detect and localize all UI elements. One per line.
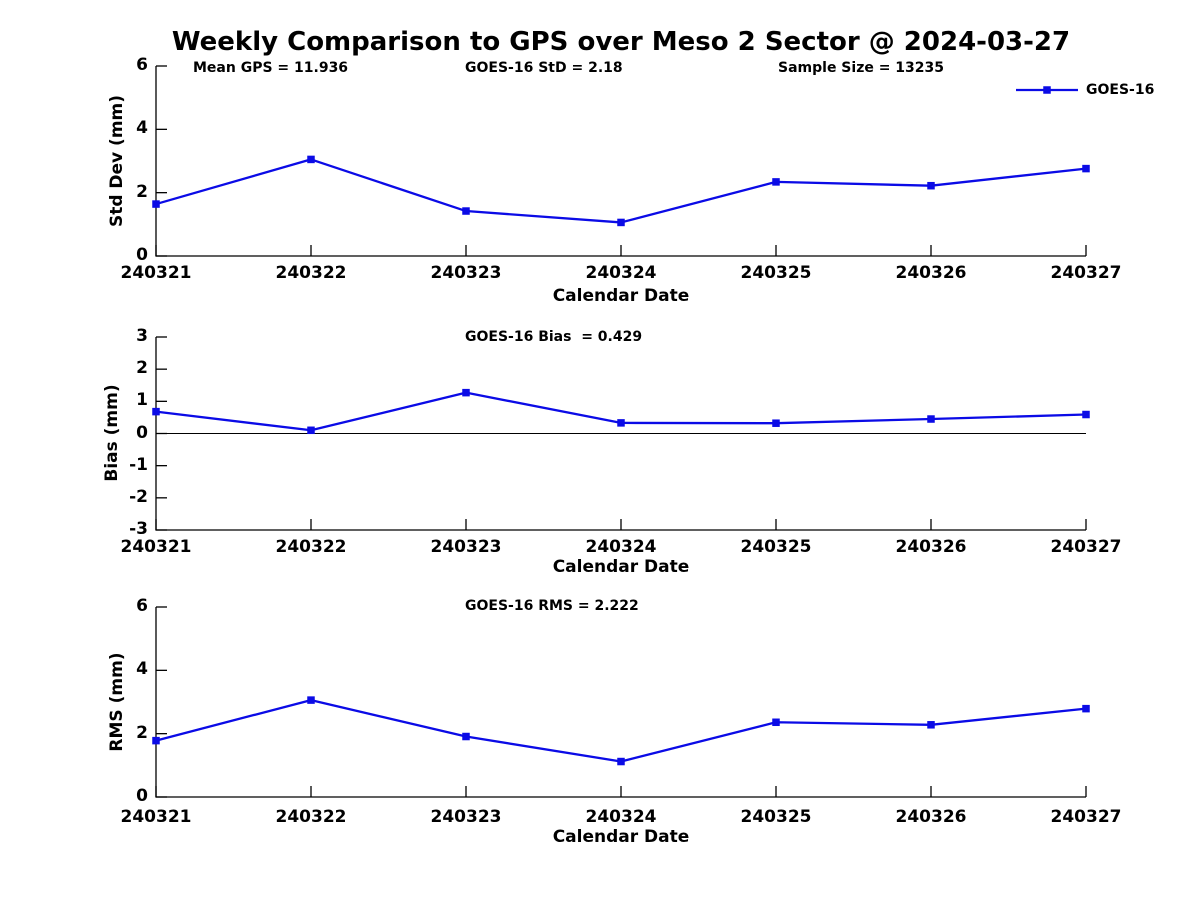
annotation-mean-gps: Mean GPS = 11.936 [193,60,349,76]
std-dev-data-marker-240327 [1082,164,1090,173]
std-dev-x-tick-label-240323: 240323 [430,263,502,283]
bias-x-tick-label-240324: 240324 [585,537,657,557]
rms-x-tick-label-240324: 240324 [585,807,657,827]
stddev-y-axis-label: Std Dev (mm) [107,94,128,228]
bias-data-marker-240325 [772,419,780,427]
std-dev-axis [155,66,1086,257]
rms-data-marker-240327 [1082,704,1090,713]
std-dev-data-marker-240322 [307,155,315,164]
bias-y-tick-label-2: 2 [136,358,148,379]
rms-data-marker-240322 [307,696,315,704]
legend-label-goes16: GOES-16 [1086,82,1155,98]
bias-y-tick-label--2: -2 [129,486,148,507]
annotation-sample-size: Sample Size = 13235 [778,60,945,76]
rms-data-marker-240323 [462,732,470,741]
rms-y-tick-label-4: 4 [136,659,148,680]
std-dev-x-tick-label-240324: 240324 [585,263,657,283]
std-dev-x-tick-label-240326: 240326 [895,263,967,283]
bias-x-axis-label: Calendar Date [552,557,690,577]
annotation-goes16-std: GOES-16 StD = 2.18 [465,60,623,76]
rms-data-marker-240324 [617,757,625,766]
std-dev-data-marker-240324 [617,218,625,227]
std-dev-x-tick-label-240327: 240327 [1050,263,1122,283]
annotation-goes16-bias: GOES-16 Bias = 0.429 [465,329,643,345]
bias-y-tick-label--3: -3 [129,519,148,540]
bias-x-tick-label-240322: 240322 [275,537,347,557]
bias-y-tick-label-0: 0 [136,422,148,443]
rms-y-axis-label: RMS (mm) [107,652,128,752]
rms-x-tick-label-240326: 240326 [895,807,967,827]
rms-x-tick-label-240325: 240325 [740,807,812,827]
std-dev-y-tick-label-6: 6 [136,55,148,76]
figure-title: Weekly Comparison to GPS over Meso 2 Sec… [171,27,1071,57]
stddev-x-axis-label: Calendar Date [552,286,690,306]
rms-data-marker-240326 [927,721,935,729]
std-dev-y-tick-label-0: 0 [136,245,148,266]
bias-x-tick-label-240323: 240323 [430,537,502,557]
std-dev-data-marker-240326 [927,181,935,190]
rms-y-tick-label-0: 0 [136,786,148,807]
bias-data-marker-240322 [307,426,315,435]
std-dev-data-marker-240323 [462,207,470,215]
std-dev-x-tick-label-240321: 240321 [120,263,192,283]
bias-y-tick-label--1: -1 [129,454,148,475]
rms-y-tick-label-2: 2 [136,722,148,743]
std-dev-y-tick-label-2: 2 [136,181,148,202]
bias-y-tick-label-1: 1 [136,390,148,411]
std-dev-x-tick-label-240325: 240325 [740,263,812,283]
rms-data-marker-240325 [772,718,780,727]
bias-x-tick-label-240325: 240325 [740,537,812,557]
bias-y-tick-label-3: 3 [136,326,148,347]
bias-data-marker-240327 [1082,410,1090,419]
rms-y-tick-label-6: 6 [136,596,148,617]
std-dev-data-marker-240325 [772,178,780,186]
bias-x-tick-label-240327: 240327 [1050,537,1122,557]
rms-x-tick-label-240322: 240322 [275,807,347,827]
bias-x-tick-label-240321: 240321 [120,537,192,557]
bias-data-marker-240324 [617,419,625,427]
rms-x-tick-label-240327: 240327 [1050,807,1122,827]
std-dev-data-marker-240321 [152,200,160,208]
std-dev-x-tick-label-240322: 240322 [275,263,347,283]
bias-data-marker-240323 [462,388,470,397]
rms-axis [155,607,1086,798]
rms-series-line [155,698,1087,763]
std-dev-y-tick-label-4: 4 [136,118,148,139]
rms-x-axis-label: Calendar Date [552,827,690,847]
annotation-goes16-rms: GOES-16 RMS = 2.222 [465,598,639,614]
bias-y-axis-label: Bias (mm) [102,384,123,482]
bias-x-tick-label-240326: 240326 [895,537,967,557]
legend-marker-goes16 [1043,86,1051,94]
std-dev-series-line [155,158,1087,224]
bias-data-marker-240321 [152,407,160,416]
rms-x-tick-label-240321: 240321 [120,807,192,827]
bias-data-marker-240326 [927,415,935,423]
rms-data-marker-240321 [152,736,160,745]
rms-x-tick-label-240323: 240323 [430,807,502,827]
